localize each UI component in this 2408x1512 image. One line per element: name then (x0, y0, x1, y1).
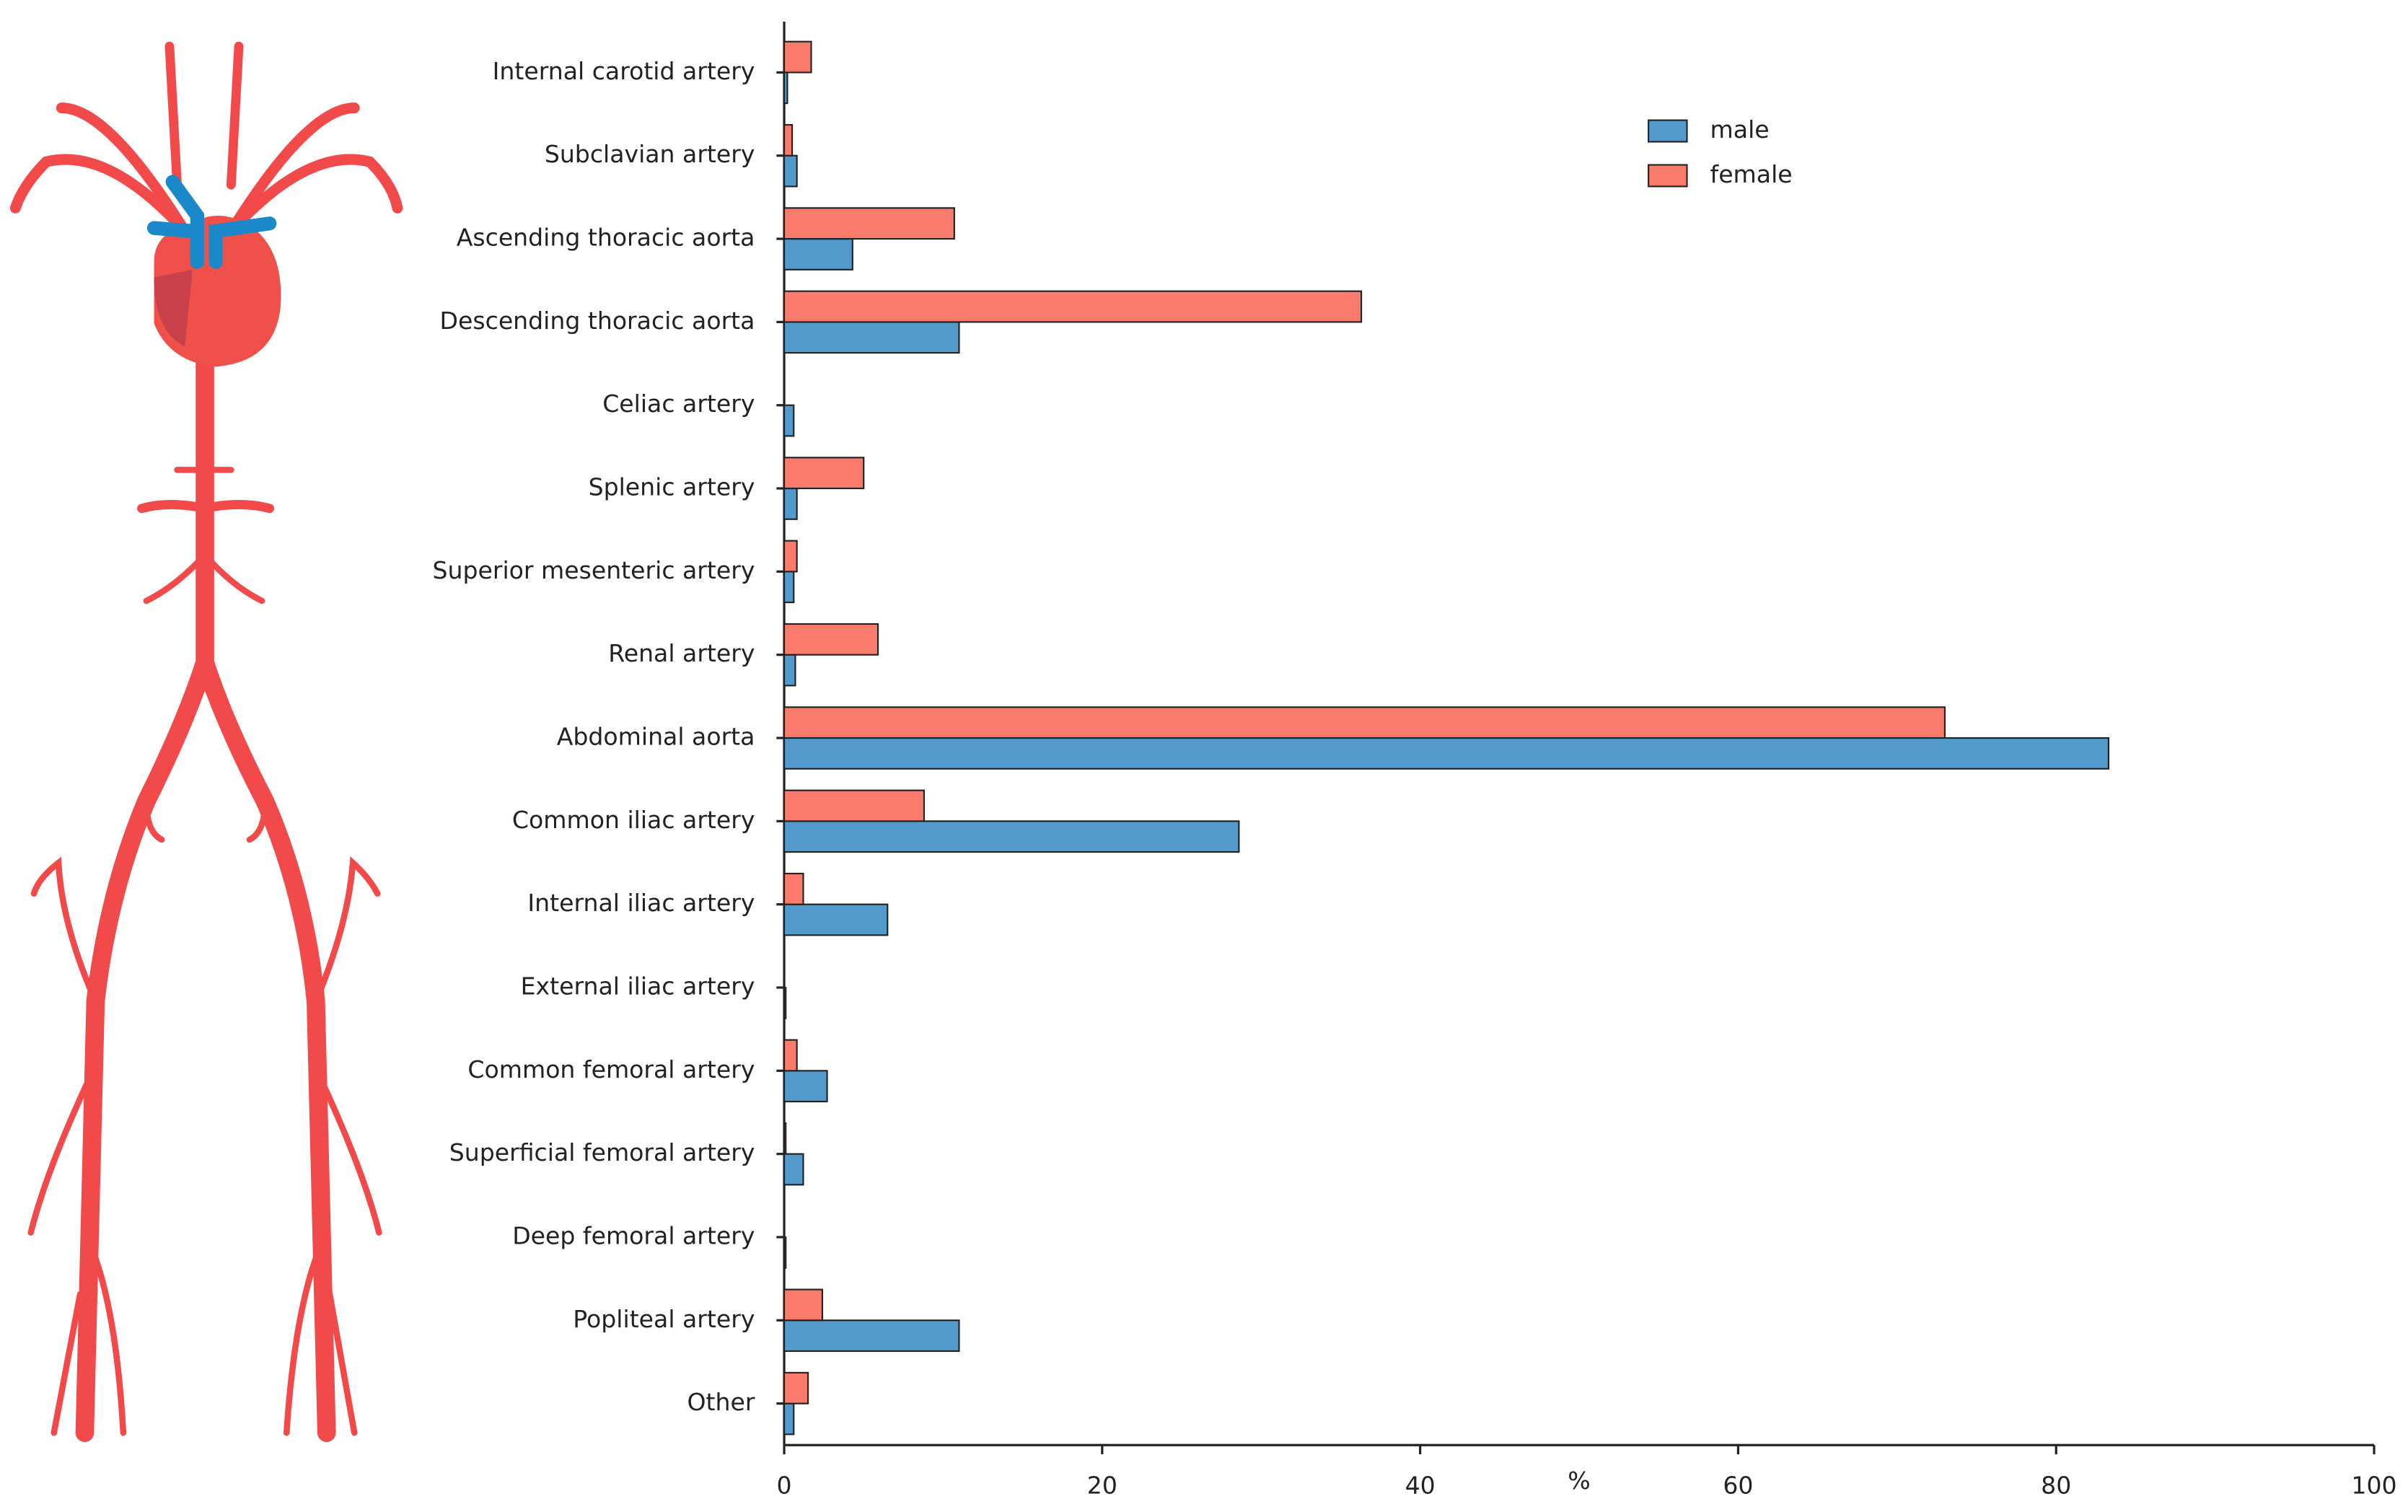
bar (783, 40, 812, 74)
legend-label: female (1710, 160, 1793, 188)
bar (783, 237, 853, 271)
legend-swatch (1648, 164, 1688, 188)
bar (783, 154, 798, 188)
heart (146, 175, 281, 367)
bar (783, 71, 788, 105)
bar (783, 1070, 828, 1103)
y-tick-label: Abdominal aorta (557, 723, 755, 751)
y-tick-label: Internal carotid artery (493, 57, 755, 85)
x-tick-label: 100 (2351, 1471, 2396, 1499)
bar (783, 903, 889, 936)
bar (783, 623, 879, 656)
bar (783, 789, 926, 822)
bar (783, 1319, 960, 1353)
bar (783, 540, 798, 573)
bar (783, 571, 795, 604)
legend-swatch (1648, 119, 1688, 143)
y-tick-label: Common iliac artery (512, 806, 755, 834)
bar (783, 1288, 824, 1322)
bar (783, 706, 1946, 739)
y-tick-label: Renal artery (608, 639, 755, 667)
y-tick-label: External iliac artery (521, 972, 755, 1000)
x-tick-label: 40 (1405, 1471, 1436, 1499)
y-tick-label: Common femoral artery (467, 1055, 755, 1084)
x-axis-label: % (1568, 1467, 1590, 1495)
bar (783, 404, 795, 437)
bar (783, 123, 794, 157)
y-tick-label: Popliteal artery (573, 1305, 755, 1333)
bar (783, 1402, 795, 1436)
bar (783, 1039, 798, 1072)
bar (783, 872, 804, 905)
y-tick-label: Internal iliac artery (527, 889, 755, 917)
y-tick-label: Superficial femoral artery (449, 1138, 755, 1166)
bar (783, 457, 865, 490)
y-tick-label: Other (687, 1388, 755, 1416)
y-tick-label: Deep femoral artery (512, 1221, 755, 1249)
bar (783, 654, 796, 687)
y-tick-label: Celiac artery (602, 390, 755, 418)
x-tick-label: 80 (2041, 1471, 2071, 1499)
bar (783, 1122, 787, 1155)
y-tick-label: Subclavian artery (545, 140, 755, 168)
y-tick-label: Descending thoracic aorta (440, 307, 755, 335)
bar (783, 820, 1240, 853)
bar (783, 207, 955, 240)
bar (783, 321, 960, 354)
x-tick-label: 0 (777, 1471, 792, 1499)
bar (783, 290, 1363, 323)
bar (783, 1371, 809, 1405)
legend-label: male (1710, 115, 1770, 144)
x-tick-label: 60 (1723, 1471, 1753, 1499)
y-tick-label: Splenic artery (589, 473, 755, 501)
bar (783, 487, 798, 520)
x-tick-label: 20 (1087, 1471, 1117, 1499)
y-tick-label: Superior mesenteric artery (432, 556, 755, 584)
bar (783, 737, 2110, 770)
bar (783, 1153, 804, 1186)
artery-illustration (9, 41, 403, 1442)
bar (783, 1236, 787, 1269)
y-tick-label: Ascending thoracic aorta (457, 224, 755, 252)
bar (783, 986, 787, 1019)
